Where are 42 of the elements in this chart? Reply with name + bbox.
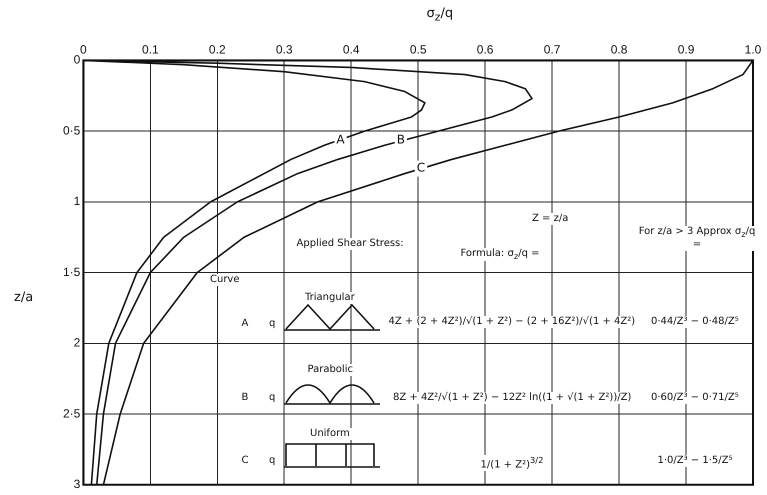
y-axis-title: z/a xyxy=(14,290,34,305)
annotation: Parabolic xyxy=(306,364,355,376)
y-tick-label: 3 xyxy=(74,477,81,492)
annotation: Applied Shear Stress: xyxy=(294,238,406,250)
series-label: A xyxy=(336,132,346,146)
y-tick-label: 1·5 xyxy=(63,264,81,279)
annotation: Z = z/a xyxy=(530,213,570,225)
x-tick-label: 0.3 xyxy=(276,42,293,57)
y-tick-label: 0 xyxy=(74,52,81,67)
annotation: Uniform xyxy=(308,428,352,440)
annotation: q xyxy=(267,455,278,467)
series-label: B xyxy=(396,132,405,146)
annotation: 4Z + (2 + 4Z²)/√(1 + Z²) − (2 + 16Z²)/√(1 + 4Z²) xyxy=(386,316,638,328)
x-tick-label: 0.7 xyxy=(544,42,561,57)
annotation: 0·60/Z³ − 0·71/Z⁵ xyxy=(649,392,741,404)
x-axis-title: σ$_{z}$/q xyxy=(426,6,454,24)
annotation: 8Z + 4Z²/√(1 + Z²) − 12Z² ln((1 + √(1 + Z²))/Z) xyxy=(391,392,634,404)
x-tick-label: 0.8 xyxy=(610,42,628,57)
annotation: q xyxy=(267,392,278,404)
annotation: Formula: σ$_{z}$/q = xyxy=(458,248,542,261)
annotation: A xyxy=(240,318,250,330)
text: For z/a > 3 Approx σ$_{z}$/q = xyxy=(638,226,756,250)
x-tick-label: 1.0 xyxy=(744,42,762,57)
x-tick-label: 0.6 xyxy=(476,42,494,57)
x-tick-label: 0.5 xyxy=(410,42,427,57)
annotation: 0·44/Z³ − 0·48/Z⁵ xyxy=(649,316,741,328)
y-tick-label: 2·5 xyxy=(63,406,81,420)
x-tick-label: 0.1 xyxy=(142,42,159,57)
annotation: C xyxy=(240,455,250,467)
y-tick-label: 0·5 xyxy=(63,123,81,138)
y-tick-label: 2 xyxy=(74,336,81,350)
annotation: Triangular xyxy=(303,292,357,304)
annotation: 1·0/Z³ − 1·5/Z⁵ xyxy=(656,455,734,467)
x-tick-label: 0.4 xyxy=(342,42,360,57)
annotation: 1/(1 + Z²)$^{3/2}$ xyxy=(478,455,546,472)
series-label: C xyxy=(416,160,426,175)
annotation: Curve xyxy=(208,274,242,286)
annotation: B xyxy=(240,392,250,404)
annotation: q xyxy=(267,318,278,330)
x-tick-label: 0.2 xyxy=(208,42,226,57)
x-tick-label: 0.9 xyxy=(678,42,695,57)
y-tick-label: 1 xyxy=(74,194,81,208)
